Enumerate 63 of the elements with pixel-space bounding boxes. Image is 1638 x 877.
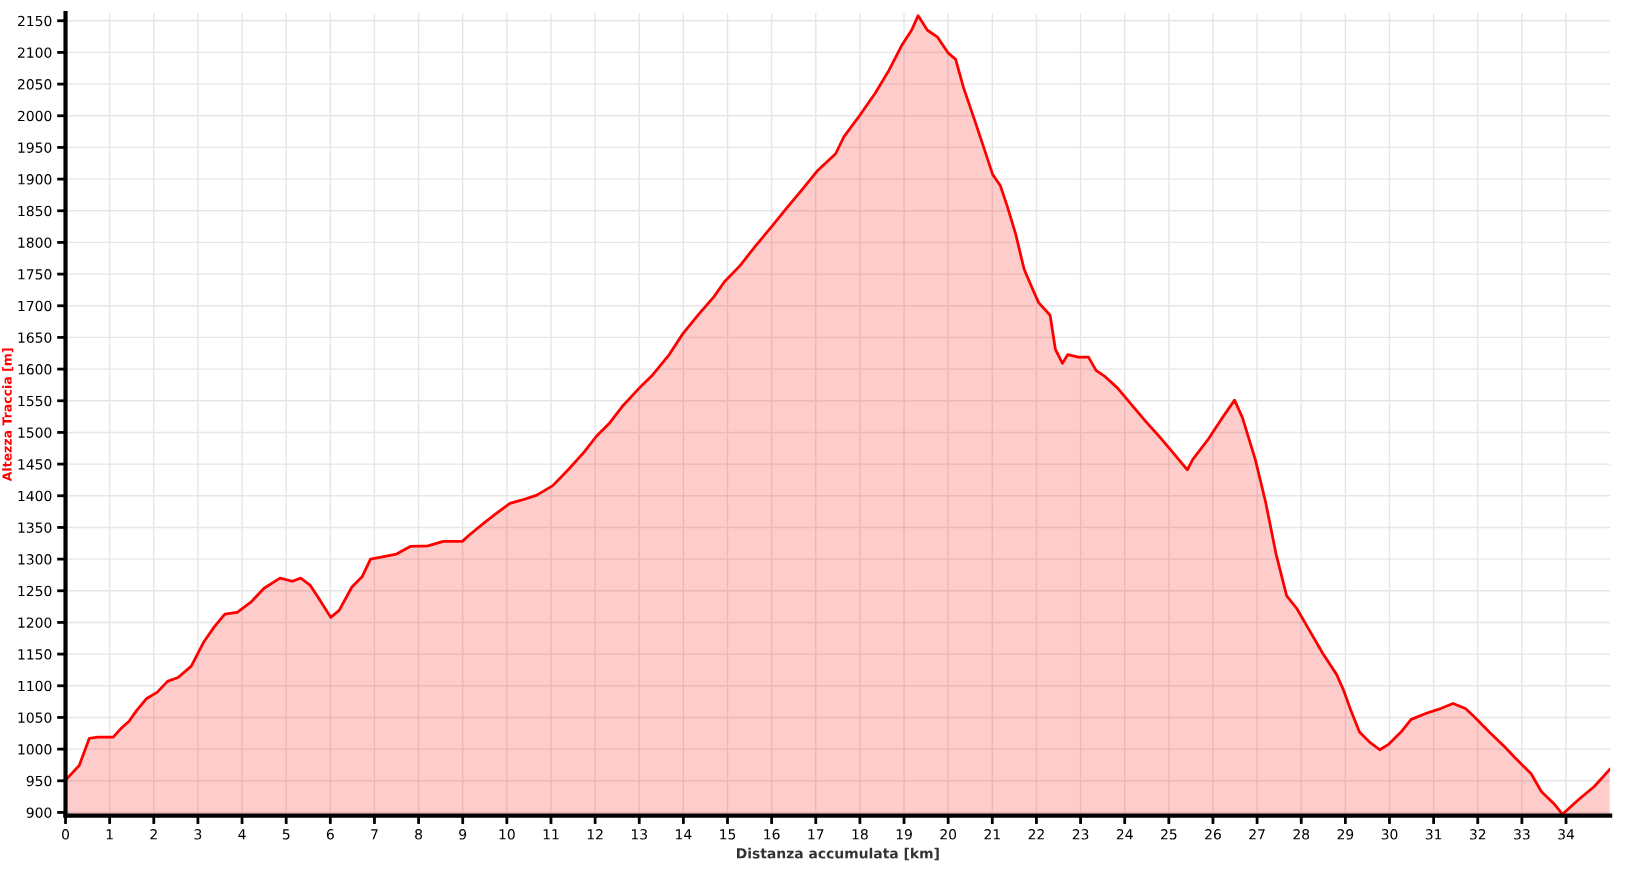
y-tick-label: 950 [26,775,52,787]
y-tick-label: 900 [26,807,52,818]
y-tick-label: 1900 [18,174,52,185]
y-tick-label: 1250 [18,585,52,597]
x-tick-label: 10 [499,829,515,840]
x-tick-label: 8 [415,829,423,840]
x-tick-label: 33 [1514,829,1530,840]
y-tick-label: 1850 [18,205,52,217]
y-tick-label: 1950 [18,142,52,153]
y-tick-label: 1000 [18,744,52,755]
x-tick-label: 1 [106,829,113,840]
x-tick-label: 18 [852,829,868,840]
x-tick-label: 21 [984,829,1000,840]
x-tick-label: 19 [896,829,912,840]
x-tick-label: 13 [631,829,647,840]
x-axis-title: Distanza accumulata [km] [737,847,939,861]
x-tick-label: 11 [543,829,559,840]
x-tick-label: 29 [1337,829,1354,840]
y-tick-label: 1450 [18,459,52,470]
y-tick-label: 1800 [18,237,52,248]
y-tick-label: 1400 [18,490,52,502]
x-tick-label: 30 [1381,829,1398,840]
x-tick-label: 20 [940,829,957,840]
x-tick-label: 17 [808,829,824,840]
x-tick-label: 9 [459,829,467,840]
x-tick-label: 25 [1161,829,1177,840]
y-tick-label: 2000 [18,110,52,122]
x-tick-label: 15 [720,829,736,840]
x-tick-label: 7 [371,829,378,840]
y-tick-label: 1500 [18,427,52,438]
x-tick-label: 14 [676,829,692,840]
x-tick-label: 23 [1072,829,1089,840]
y-tick-label: 2050 [18,79,52,90]
x-tick-label: 12 [587,829,603,840]
y-tick-label: 1750 [18,269,52,280]
y-tick-label: 1100 [18,680,52,692]
x-tick-label: 4 [238,829,246,840]
y-tick-label: 1050 [18,712,52,723]
x-tick-label: 34 [1558,829,1575,840]
x-tick-label: 28 [1293,829,1310,840]
y-tick-label: 2150 [18,15,52,27]
y-tick-label: 1650 [18,332,52,343]
x-tick-label: 31 [1425,829,1442,840]
x-tick-label: 16 [764,829,780,840]
x-tick-label: 3 [194,829,202,840]
y-axis-title: Altezza Traccia [m] [2,348,14,482]
y-tick-label: 1200 [18,617,52,628]
y-tick-label: 1700 [18,300,52,312]
y-tick-label: 2100 [18,47,52,58]
x-tick-label: 5 [282,829,290,840]
y-tick-label: 1600 [18,364,52,375]
y-tick-label: 1550 [18,395,52,407]
x-tick-label: 32 [1469,829,1486,840]
y-tick-label: 1150 [18,649,52,660]
y-tick-label: 1350 [18,522,52,533]
x-tick-label: 27 [1249,829,1265,840]
x-tick-label: 0 [62,829,70,840]
x-tick-label: 2 [150,829,157,840]
x-tick-label: 26 [1205,829,1221,840]
x-tick-label: 22 [1028,829,1044,840]
y-tick-label: 1300 [18,554,52,565]
x-tick-label: 6 [326,829,334,840]
x-tick-label: 24 [1116,829,1133,840]
